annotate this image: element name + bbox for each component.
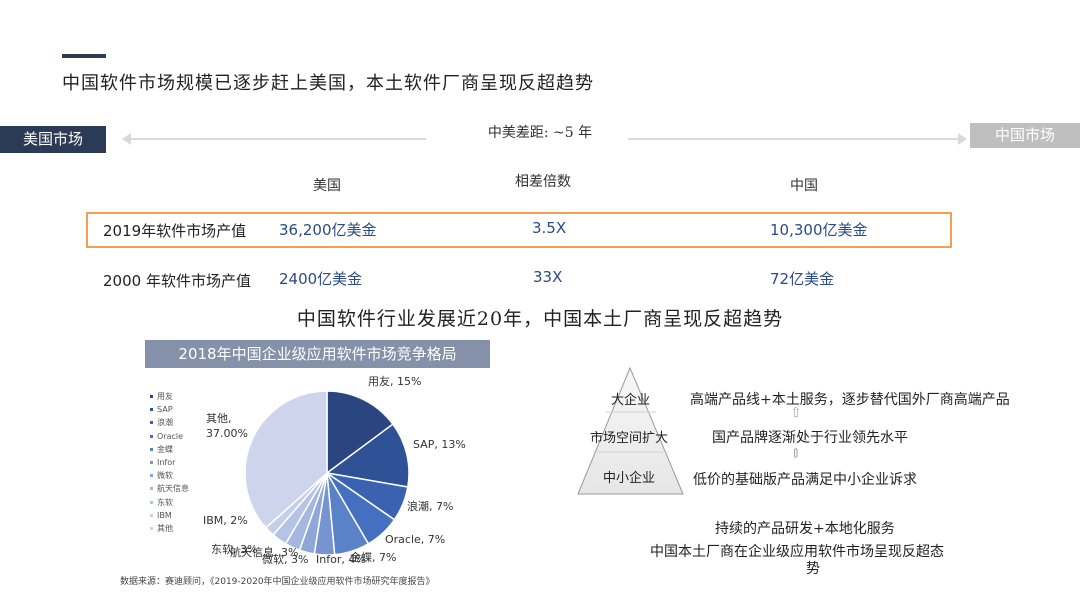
legend-swatch (150, 500, 153, 504)
legend-item-1: SAP (150, 403, 189, 416)
header-ratio: 相差倍数 (515, 174, 571, 190)
legend-label: SAP (157, 405, 173, 415)
legend-swatch (150, 487, 153, 491)
desc-brand: 国产品牌逐渐处于行业领先水平 (712, 430, 908, 446)
section-subtitle: 中国软件行业发展近20年，中国本土厂商呈现反超趋势 (296, 308, 784, 330)
pyramid-shape (577, 366, 684, 495)
chart-title: 2018年中国企业级应用软件市场竞争格局 (145, 340, 490, 368)
desc-conclusion: 中国本土厂商在企业级应用软件市场呈现反超态 (650, 544, 944, 560)
row-ratio-2000: 33X (533, 268, 563, 286)
pie-label-9: IBM, 2% (203, 514, 248, 527)
legend-item-9: IBM (150, 509, 189, 522)
header-cn: 中国 (790, 178, 818, 194)
legend-label: IBM (157, 510, 172, 520)
pie-label-3: Oracle, 7% (385, 533, 446, 546)
pie-slice-0 (326, 390, 394, 475)
legend-label: 用友 (157, 392, 173, 402)
row-label-2000: 2000 年软件市场产值 (103, 272, 251, 290)
legend-swatch (150, 395, 153, 399)
pie-label-4: 金蝶, 7% (350, 551, 397, 564)
left-arrow-line (130, 138, 426, 140)
legend-item-0: 用友 (150, 390, 189, 403)
legend-label: 东软 (157, 497, 173, 507)
header-us: 美国 (313, 178, 341, 194)
legend-item-10: 其他 (150, 522, 189, 535)
row-ratio-2019: 3.5X (532, 219, 567, 237)
legend-label: 浪潮 (157, 418, 173, 428)
data-source: 数据来源：赛迪顾问，《2019-2020年中国企业级应用软件市场研究年度报告》 (120, 577, 435, 587)
pyramid-middle-label: 市场空间扩大 (590, 431, 669, 446)
row-us-2000: 2400亿美金 (279, 270, 363, 288)
pyramid-bottom-label: 中小企业 (603, 471, 656, 486)
legend-swatch (150, 513, 153, 517)
legend-label: Infor (157, 458, 176, 468)
legend-label: Oracle (157, 431, 184, 441)
pie-label-7: 航天信息, 3% (230, 546, 299, 559)
desc-high-end: 高端产品线+本土服务，逐步替代国外厂商高端产品 (690, 392, 1010, 408)
desc-sme: 低价的基础版产品满足中小企业诉求 (693, 472, 917, 488)
legend-item-7: 航天信息 (150, 482, 189, 495)
right-arrow-line (628, 138, 959, 140)
title-accent-bar (62, 54, 106, 58)
pie-label-10: 其他, 37.00% (206, 412, 248, 440)
legend-item-4: 金蝶 (150, 443, 189, 456)
legend-label: 航天信息 (157, 484, 189, 494)
pyramid-top-label: 大企业 (611, 393, 651, 408)
highlight-row-frame (86, 212, 952, 248)
up-down-arrow-icon: ⇕ (790, 446, 802, 462)
pie-chart (244, 390, 410, 556)
pie-slice-10 (244, 390, 328, 529)
legend-item-2: 浪潮 (150, 416, 189, 429)
legend-label: 微软 (157, 471, 173, 481)
desc-conclusion-tail: 势 (806, 561, 820, 577)
legend-item-8: 东软 (150, 496, 189, 509)
desc-rd: 持续的产品研发+本地化服务 (715, 521, 895, 537)
pie-label-5: Infor, 4% (316, 553, 366, 566)
pie-label-6: 微软, 3% (262, 553, 309, 566)
legend-swatch (150, 461, 153, 465)
legend-item-5: Infor (150, 456, 189, 469)
pie-label-8: 东软, 3% (211, 543, 258, 556)
legend-swatch (150, 526, 153, 530)
us-market-tag: 美国市场 (0, 126, 106, 153)
up-arrow-icon: ⇧ (790, 405, 802, 421)
legend-swatch (150, 447, 153, 451)
legend-label: 其他 (157, 523, 173, 533)
cn-market-tag: 中国市场 (970, 123, 1080, 148)
legend-swatch (150, 408, 153, 412)
legend-swatch (150, 421, 153, 425)
page-title: 中国软件市场规模已逐步赶上美国，本土软件厂商呈现反超趋势 (62, 73, 594, 94)
row-cn-2000: 72亿美金 (770, 270, 835, 288)
right-arrow-icon (958, 133, 967, 145)
gap-label: 中美差距: ~5 年 (487, 125, 593, 141)
legend-label: 金蝶 (157, 444, 173, 454)
legend-item-6: 微软 (150, 469, 189, 482)
chart-legend: 用友 SAP 浪潮 Oracle 金蝶 Infor 微软航天信息东软 IBM 其他 (150, 390, 189, 535)
pie-slice-1 (325, 423, 410, 488)
row-label-2019: 2019年软件市场产值 (103, 222, 247, 240)
row-cn-2019: 10,300亿美金 (770, 221, 868, 239)
pie-label-1: SAP, 13% (413, 438, 466, 451)
pie-label-0: 用友, 15% (368, 375, 422, 388)
pyramid-diagram (577, 366, 684, 495)
left-arrow-icon (122, 133, 131, 145)
legend-swatch (150, 434, 153, 438)
row-us-2019: 36,200亿美金 (279, 221, 377, 239)
legend-swatch (150, 474, 153, 478)
legend-item-3: Oracle (150, 430, 189, 443)
pie-label-2: 浪潮, 7% (407, 500, 454, 513)
